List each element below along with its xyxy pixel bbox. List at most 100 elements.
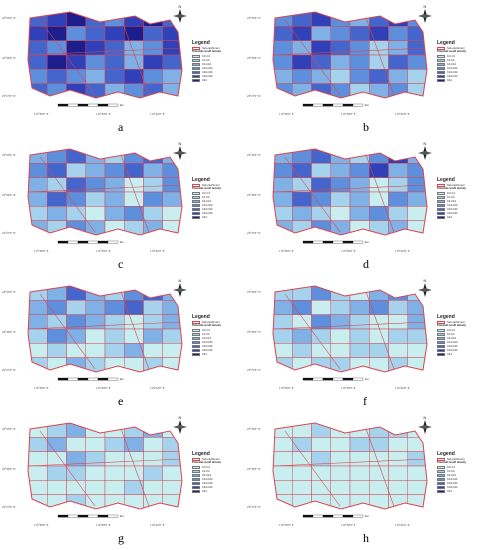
- longitude-label: 113°39'0" E: [341, 523, 356, 527]
- sub-catchment-cell: [104, 206, 125, 221]
- sub-catchment-cell: [388, 300, 408, 315]
- panel-letter: d: [363, 257, 369, 271]
- legend-swatch: [192, 332, 200, 336]
- svg-text:N: N: [424, 142, 427, 146]
- legend-swatch: [192, 58, 200, 62]
- legend-class-label: C14-C24: [202, 477, 213, 481]
- sub-catchment-cell: [143, 286, 163, 301]
- scale-bar: km: [57, 377, 124, 381]
- latitude-label: 23°30'0" N: [247, 193, 261, 197]
- sub-catchment-cell: [104, 343, 125, 358]
- latitude-label: 23°30'0" N: [247, 467, 261, 471]
- svg-text:km: km: [365, 240, 369, 244]
- legend-class-row: C44: [437, 352, 487, 356]
- road-network: [273, 288, 427, 372]
- latitude-label: 23°30'0" N: [2, 467, 16, 471]
- legend-swatch: [192, 74, 200, 78]
- legend-class-row: C14-C24: [437, 203, 487, 207]
- longitude-label: 113°42'0" E: [395, 249, 410, 253]
- sub-catchment-cell: [349, 220, 370, 235]
- legend-swatch: [437, 344, 445, 348]
- sub-catchment-cell: [85, 314, 106, 330]
- sub-catchment-cell: [28, 12, 48, 27]
- sub-catchment-cell: [85, 343, 106, 358]
- sub-catchment-cell: [349, 83, 370, 98]
- sub-catchment-cell: [85, 451, 106, 467]
- legend-class-row: C24-C34: [192, 481, 242, 485]
- sub-catchment-cell: [273, 163, 293, 178]
- map-legend: Legend Sub-catchment Potential runoff dens…: [192, 314, 242, 356]
- legend-class-row: C34-C44: [437, 348, 487, 352]
- legend-class-label: C34-C44: [447, 211, 458, 215]
- sub-catchment-cell: [311, 69, 331, 84]
- sub-catchment-cell: [143, 177, 163, 193]
- runoff-map-a: Nkm: [27, 5, 187, 107]
- subcatchment-swatch: [192, 183, 200, 187]
- legend-class-row: 0-0·C1: [437, 191, 487, 195]
- sub-catchment-cell: [311, 220, 331, 235]
- sub-catchment-cell: [273, 191, 293, 207]
- sub-catchment-cell: [66, 54, 86, 70]
- sub-catchment-cell: [47, 69, 67, 84]
- runoff-map-c: Nkm: [27, 142, 187, 244]
- sub-catchment-cell: [28, 465, 48, 481]
- sub-catchment-cell: [143, 300, 163, 315]
- legend-swatch: [437, 58, 445, 62]
- sub-catchment-cell: [124, 54, 144, 70]
- legend-class-label: C24-C34: [447, 344, 458, 348]
- legend-swatch: [437, 473, 445, 477]
- sub-catchment-cell: [85, 286, 106, 301]
- sub-catchment-cell: [143, 437, 163, 452]
- sub-catchment-cell: [104, 494, 125, 509]
- sub-catchment-cell: [369, 26, 389, 41]
- sub-catchment-cell: [85, 163, 106, 178]
- legend-swatch: [192, 481, 200, 485]
- legend-class-label: C14-C24: [447, 66, 458, 70]
- sub-catchment-cell: [273, 12, 293, 27]
- sub-catchment-cell: [143, 480, 163, 495]
- legend-class-label: 0-0·C1: [202, 465, 210, 469]
- legend-class-label: C34-C44: [447, 348, 458, 352]
- legend-subcatchment-row: Sub-catchment: [437, 183, 487, 187]
- legend-class-row: C24-C34: [192, 70, 242, 74]
- legend-class-row: 0-0·C1: [192, 465, 242, 469]
- panel-letter: b: [363, 120, 369, 134]
- legend-subcatchment-row: Sub-catchment: [192, 46, 242, 50]
- svg-text:N: N: [424, 416, 427, 420]
- sub-catchment-cell: [349, 480, 370, 495]
- sub-catchment-cell: [104, 357, 125, 372]
- panel-letter: f: [363, 394, 367, 408]
- sub-catchment-cell: [388, 69, 408, 84]
- legend-title: Legend: [192, 177, 210, 183]
- legend-swatch: [192, 348, 200, 352]
- legend-class-row: C34-C44: [437, 211, 487, 215]
- longitude-label: 113°39'0" E: [96, 112, 111, 116]
- sub-catchment-cell: [162, 480, 182, 495]
- legend-class-label: C14-C24: [447, 203, 458, 207]
- sub-catchment-cell: [349, 54, 370, 70]
- sub-catchment-cell: [369, 163, 389, 178]
- north-arrow-icon: N: [173, 416, 187, 434]
- legend-class-row: C4-C14: [192, 336, 242, 340]
- legend-subcatchment-row: Sub-catchment: [192, 320, 242, 324]
- sub-catchment-cell: [311, 494, 331, 509]
- sub-catchment-cell: [349, 69, 370, 84]
- sub-catchment-cell: [66, 69, 86, 84]
- svg-text:km: km: [120, 240, 124, 244]
- legend-class-label: C24-C34: [447, 481, 458, 485]
- sub-catchment-cell: [273, 286, 293, 301]
- legend-swatch: [437, 62, 445, 66]
- legend-swatch: [192, 207, 200, 211]
- sub-catchment-cell: [388, 437, 408, 452]
- legend-class-label: C4-C14: [202, 199, 211, 203]
- sub-catchment-cell: [28, 26, 48, 41]
- sub-catchment-cell: [47, 191, 67, 207]
- legend-title: Legend: [437, 314, 455, 320]
- legend-class-row: C14-C24: [192, 66, 242, 70]
- density-title: Potential runoff density: [437, 324, 466, 327]
- sub-catchment-cell: [311, 26, 331, 41]
